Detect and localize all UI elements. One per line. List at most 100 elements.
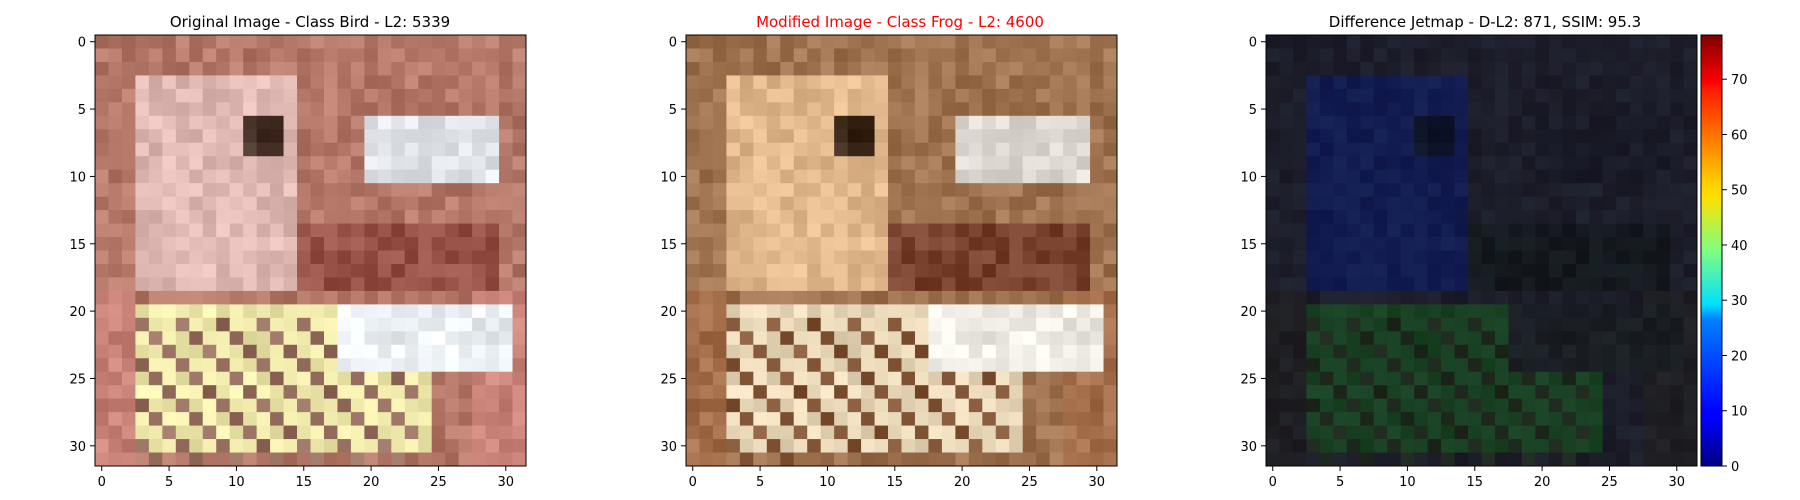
pixel-cell bbox=[404, 371, 419, 386]
pixel-cell bbox=[95, 412, 109, 426]
pixel-cell bbox=[148, 61, 163, 76]
pixel-cell bbox=[1319, 250, 1334, 265]
pixel-cell bbox=[1306, 263, 1321, 278]
pixel-cell bbox=[793, 115, 808, 130]
pixel-cell bbox=[1683, 237, 1698, 251]
pixel-cell bbox=[1575, 142, 1590, 157]
pixel-cell bbox=[1441, 385, 1455, 400]
pixel-cell bbox=[499, 210, 513, 224]
pixel-cell bbox=[162, 371, 177, 386]
pixel-cell bbox=[431, 88, 446, 103]
pixel-cell bbox=[1629, 398, 1644, 413]
pixel-cell bbox=[135, 385, 150, 400]
pixel-cell bbox=[1103, 35, 1118, 49]
pixel-cell bbox=[807, 317, 822, 332]
pixel-cell bbox=[1333, 290, 1348, 305]
pixel-cell bbox=[1643, 210, 1657, 224]
pixel-cell bbox=[1387, 196, 1402, 211]
pixel-cell bbox=[1076, 398, 1091, 413]
pixel-cell bbox=[834, 263, 849, 278]
pixel-cell bbox=[121, 129, 136, 144]
pixel-cell bbox=[283, 277, 298, 292]
pixel-cell bbox=[1279, 35, 1294, 49]
pixel-cell bbox=[458, 263, 473, 278]
pixel-cell bbox=[820, 61, 835, 76]
x-tick-label: 5 bbox=[756, 475, 764, 490]
pixel-cell bbox=[499, 344, 513, 359]
pixel-cell bbox=[1468, 223, 1482, 238]
pixel-cell bbox=[350, 452, 365, 467]
pixel-cell bbox=[1427, 210, 1442, 224]
pixel-cell bbox=[216, 263, 231, 278]
pixel-cell bbox=[901, 250, 916, 265]
pixel-cell bbox=[1373, 75, 1388, 90]
pixel-cell bbox=[148, 142, 163, 157]
pixel-cell bbox=[780, 439, 795, 453]
pixel-cell bbox=[888, 48, 902, 63]
pixel-cell bbox=[229, 398, 244, 413]
pixel-cell bbox=[726, 358, 741, 373]
pixel-cell bbox=[834, 290, 849, 305]
pixel-cell bbox=[807, 263, 822, 278]
pixel-cell bbox=[982, 75, 997, 90]
pixel-cell bbox=[1063, 277, 1077, 292]
pixel-cell bbox=[229, 115, 244, 130]
pixel-cell bbox=[472, 237, 486, 251]
pixel-cell bbox=[1306, 358, 1321, 373]
pixel-cell bbox=[901, 61, 916, 76]
pixel-cell bbox=[95, 263, 109, 278]
pixel-cell bbox=[1063, 290, 1077, 305]
pixel-cell bbox=[699, 412, 714, 426]
pixel-cell bbox=[310, 75, 325, 90]
pixel-cell bbox=[861, 61, 875, 76]
pixel-cell bbox=[202, 425, 217, 440]
pixel-cell bbox=[699, 156, 714, 171]
pixel-cell bbox=[780, 263, 795, 278]
pixel-cell bbox=[793, 196, 808, 211]
pixel-cell bbox=[1022, 439, 1037, 453]
pixel-cell bbox=[1306, 398, 1321, 413]
pixel-cell bbox=[216, 398, 231, 413]
pixel-cell bbox=[485, 412, 500, 426]
pixel-cell bbox=[108, 102, 123, 117]
pixel-cell bbox=[753, 223, 768, 238]
pixel-cell bbox=[1562, 102, 1577, 117]
pixel-cell bbox=[1292, 263, 1307, 278]
pixel-cell bbox=[1656, 439, 1671, 453]
pixel-cell bbox=[216, 290, 231, 305]
pixel-cell bbox=[1562, 223, 1577, 238]
pixel-cell bbox=[1670, 115, 1684, 130]
pixel-cell bbox=[995, 290, 1010, 305]
pixel-cell bbox=[485, 75, 500, 90]
pixel-cell bbox=[1360, 277, 1375, 292]
pixel-cell bbox=[1683, 75, 1698, 90]
pixel-cell bbox=[1036, 331, 1051, 346]
colorbar-tick-label: 20 bbox=[1731, 349, 1748, 364]
pixel-cell bbox=[1589, 439, 1604, 453]
pixel-cell bbox=[499, 48, 513, 63]
pixel-cell bbox=[1022, 142, 1037, 157]
pixel-cell bbox=[1063, 344, 1077, 359]
pixel-cell bbox=[1616, 290, 1631, 305]
pixel-cell bbox=[1494, 317, 1509, 332]
pixel-cell bbox=[1306, 425, 1321, 440]
pixel-cell bbox=[485, 48, 500, 63]
x-tick-label: 5 bbox=[165, 475, 173, 490]
pixel-cell bbox=[1076, 358, 1091, 373]
pixel-cell bbox=[377, 88, 392, 103]
pixel-cell bbox=[1292, 277, 1307, 292]
pixel-cell bbox=[699, 398, 714, 413]
pixel-cell bbox=[95, 439, 109, 453]
pixel-cell bbox=[874, 61, 889, 76]
pixel-cell bbox=[968, 263, 983, 278]
pixel-cell bbox=[766, 75, 781, 90]
pixel-cell bbox=[1009, 371, 1024, 386]
pixel-cell bbox=[1670, 317, 1684, 332]
pixel-cell bbox=[1629, 250, 1644, 265]
pixel-cell bbox=[162, 35, 177, 49]
pixel-cell bbox=[699, 142, 714, 157]
pixel-cell bbox=[1292, 142, 1307, 157]
pixel-cell bbox=[726, 223, 741, 238]
pixel-cell bbox=[1683, 290, 1698, 305]
pixel-cell bbox=[445, 75, 460, 90]
